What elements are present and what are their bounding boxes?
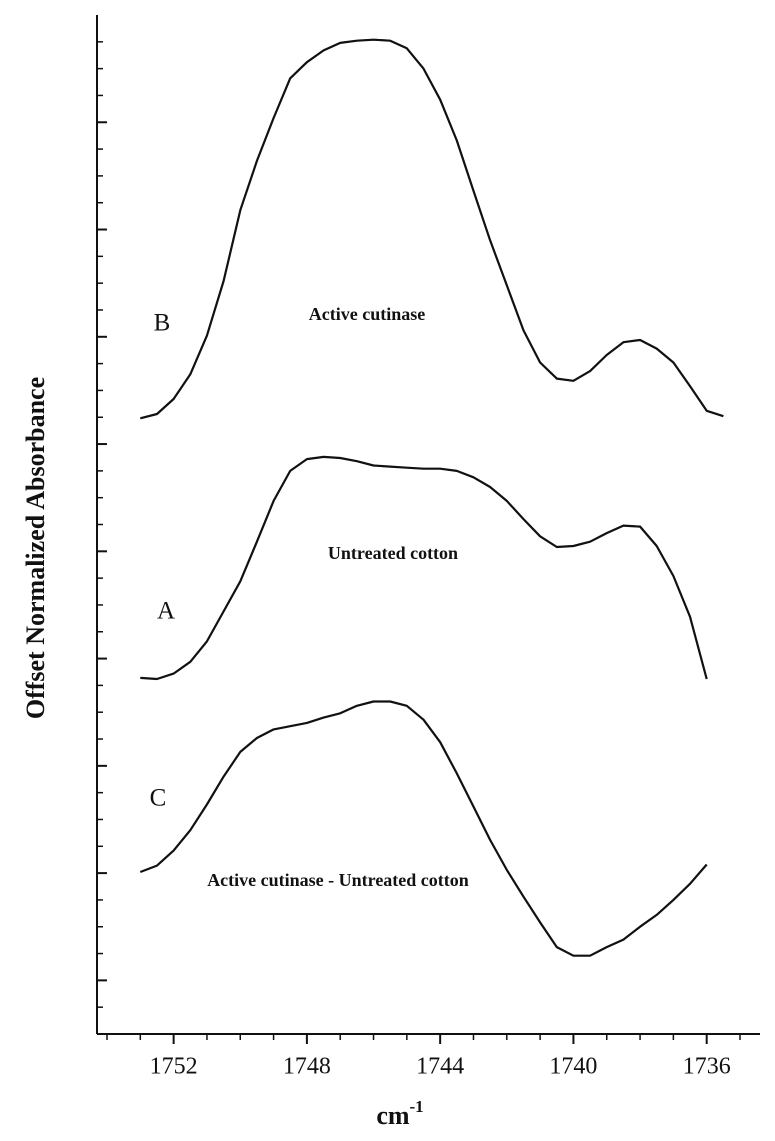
- x-axis-label-superscript: -1: [410, 1097, 424, 1116]
- x-axis-label-base: cm: [376, 1101, 410, 1130]
- x-tick-label: 1752: [150, 1054, 198, 1080]
- curve-description: Active cutinase - Untreated cotton: [207, 870, 469, 890]
- x-tick-label: 1748: [283, 1054, 331, 1080]
- series-line: [140, 455, 708, 681]
- curve-letter: A: [157, 598, 175, 625]
- x-tick-label: 1740: [549, 1054, 597, 1080]
- x-tick-label: 1736: [683, 1054, 731, 1080]
- series-line: [139, 700, 708, 957]
- x-tick-label: 1744: [416, 1054, 464, 1080]
- curve-description: Untreated cotton: [328, 543, 458, 563]
- y-axis-label: Offset Normalized Absorbance: [21, 377, 50, 719]
- curve-letter: C: [150, 785, 167, 812]
- curve-letter: B: [154, 310, 171, 337]
- x-axis-label: cm-1: [376, 1097, 423, 1130]
- curve-description: Active cutinase: [309, 304, 425, 324]
- series-line: [140, 38, 724, 420]
